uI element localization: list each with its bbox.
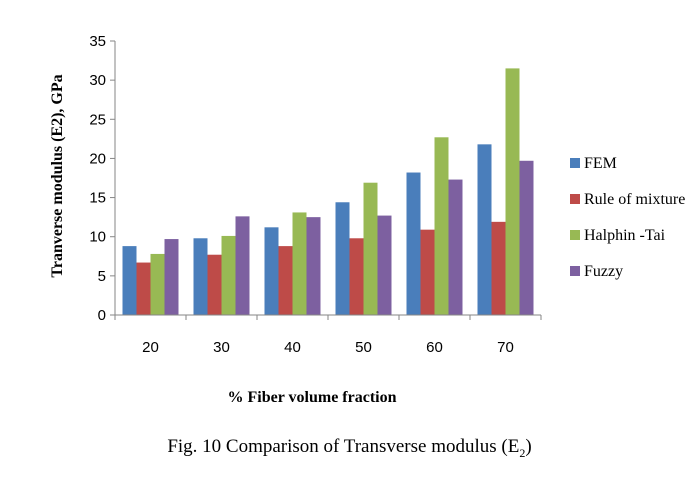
x-tick-label: 20 bbox=[142, 339, 159, 356]
bar-fem-30 bbox=[193, 238, 208, 315]
x-axis-ticks: 20 30 40 50 60 70 bbox=[114, 315, 542, 356]
legend-swatch bbox=[570, 158, 580, 168]
bar-rule-of-mixture-30 bbox=[207, 254, 222, 315]
bar-fuzzy-50 bbox=[377, 215, 392, 315]
y-tick-label: 35 bbox=[89, 33, 106, 50]
bar-halphin-tai-30 bbox=[221, 235, 236, 315]
y-axis-title: Tranverse modulus (E2), GPa bbox=[49, 74, 66, 277]
legend-label: Rule of mixture bbox=[584, 191, 685, 208]
bar-halphin-tai-20 bbox=[150, 253, 165, 315]
bar-fem-60 bbox=[406, 172, 421, 315]
caption-subscript: 2 bbox=[519, 445, 526, 460]
bar-halphin-tai-60 bbox=[434, 137, 449, 315]
bar-rule-of-mixture-50 bbox=[349, 238, 364, 315]
bar-halphin-tai-70 bbox=[505, 68, 520, 316]
y-tick-label: 25 bbox=[89, 111, 106, 128]
y-axis-ticks: 0 5 10 15 20 25 30 35 bbox=[89, 33, 115, 324]
bar-fem-20 bbox=[122, 246, 137, 315]
legend-label: FEM bbox=[584, 155, 617, 172]
x-tick-label: 30 bbox=[213, 339, 230, 356]
bar-series bbox=[122, 68, 534, 316]
y-tick-label: 20 bbox=[89, 150, 106, 167]
bar-halphin-tai-50 bbox=[363, 182, 378, 315]
bar-fuzzy-60 bbox=[448, 179, 463, 315]
y-tick-label: 0 bbox=[98, 307, 106, 324]
y-tick-label: 15 bbox=[89, 190, 106, 207]
x-tick-label: 60 bbox=[426, 339, 443, 356]
bar-halphin-tai-40 bbox=[292, 212, 307, 315]
bar-fem-40 bbox=[264, 227, 279, 315]
bar-rule-of-mixture-70 bbox=[491, 221, 506, 315]
figure-caption: Fig. 10 Comparison of Transverse modulus… bbox=[0, 436, 699, 461]
legend-swatch bbox=[570, 194, 580, 204]
legend-swatch bbox=[570, 266, 580, 276]
y-tick-label: 30 bbox=[89, 72, 106, 89]
x-tick-label: 70 bbox=[497, 339, 514, 356]
bar-fuzzy-70 bbox=[519, 160, 534, 315]
legend-label: Fuzzy bbox=[584, 263, 623, 280]
bar-rule-of-mixture-60 bbox=[420, 229, 435, 315]
y-tick-label: 5 bbox=[98, 268, 106, 285]
caption-text: Fig. 10 Comparison of Transverse modulus… bbox=[167, 436, 520, 457]
bar-rule-of-mixture-40 bbox=[278, 246, 293, 315]
legend-swatch bbox=[570, 230, 580, 240]
legend: FEM Rule of mixture Halphin -Tai Fuzzy bbox=[570, 155, 685, 280]
x-tick-label: 40 bbox=[284, 339, 301, 356]
bar-rule-of-mixture-20 bbox=[136, 262, 151, 315]
bar-fuzzy-30 bbox=[235, 216, 250, 315]
legend-label: Halphin -Tai bbox=[584, 227, 666, 244]
x-axis-title: % Fiber volume fraction bbox=[227, 389, 396, 406]
x-tick-label: 50 bbox=[355, 339, 372, 356]
bar-fem-50 bbox=[335, 202, 350, 315]
y-tick-label: 10 bbox=[89, 229, 106, 246]
bar-fem-70 bbox=[477, 144, 492, 315]
caption-close: ) bbox=[525, 436, 532, 457]
bar-fuzzy-40 bbox=[306, 217, 321, 315]
bar-chart: 0 5 10 15 20 25 30 35 20 30 40 50 60 70 Tranverse mo… bbox=[49, 33, 685, 406]
bar-fuzzy-20 bbox=[164, 239, 179, 315]
